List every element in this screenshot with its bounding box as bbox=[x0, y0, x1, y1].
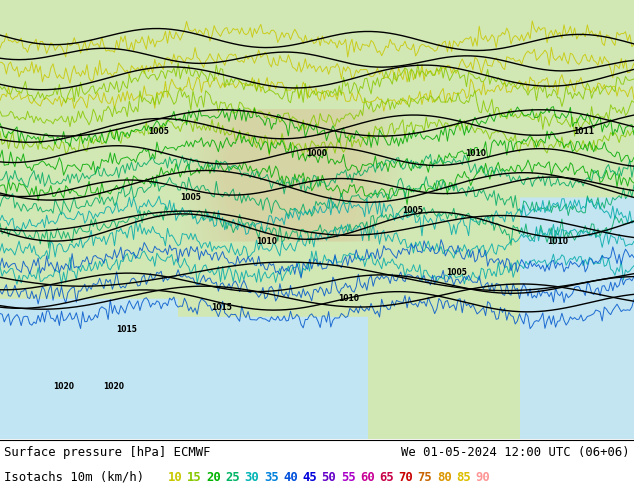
Text: 80: 80 bbox=[437, 471, 451, 484]
Text: 85: 85 bbox=[456, 471, 471, 484]
Text: 55: 55 bbox=[341, 471, 356, 484]
Text: 1000: 1000 bbox=[306, 149, 328, 158]
Text: 1010: 1010 bbox=[547, 237, 569, 246]
Text: 20: 20 bbox=[207, 471, 221, 484]
Text: 35: 35 bbox=[264, 471, 279, 484]
Text: 1020: 1020 bbox=[53, 382, 74, 391]
Text: 1005: 1005 bbox=[148, 127, 169, 136]
Text: 75: 75 bbox=[418, 471, 432, 484]
Text: Isotachs 10m (km/h): Isotachs 10m (km/h) bbox=[4, 471, 144, 484]
Text: 1005: 1005 bbox=[446, 268, 467, 277]
Text: We 01-05-2024 12:00 UTC (06+06): We 01-05-2024 12:00 UTC (06+06) bbox=[401, 446, 630, 459]
Text: 15: 15 bbox=[187, 471, 202, 484]
Text: 90: 90 bbox=[476, 471, 490, 484]
Text: 1015: 1015 bbox=[212, 303, 232, 312]
Text: 30: 30 bbox=[245, 471, 259, 484]
Text: 60: 60 bbox=[360, 471, 375, 484]
Text: 1010: 1010 bbox=[338, 294, 359, 303]
Text: 1010: 1010 bbox=[256, 237, 277, 246]
Text: 65: 65 bbox=[379, 471, 394, 484]
Text: 10: 10 bbox=[168, 471, 183, 484]
Text: 40: 40 bbox=[283, 471, 298, 484]
Text: 25: 25 bbox=[226, 471, 240, 484]
Text: 45: 45 bbox=[302, 471, 317, 484]
Text: 50: 50 bbox=[321, 471, 337, 484]
Text: 1010: 1010 bbox=[465, 149, 486, 158]
Text: 1005: 1005 bbox=[402, 206, 422, 215]
Text: 1011: 1011 bbox=[573, 127, 594, 136]
Text: 1020: 1020 bbox=[103, 382, 125, 391]
Text: 1015: 1015 bbox=[117, 325, 137, 334]
Text: 70: 70 bbox=[398, 471, 413, 484]
Text: Surface pressure [hPa] ECMWF: Surface pressure [hPa] ECMWF bbox=[4, 446, 210, 459]
Text: 1005: 1005 bbox=[180, 193, 200, 202]
